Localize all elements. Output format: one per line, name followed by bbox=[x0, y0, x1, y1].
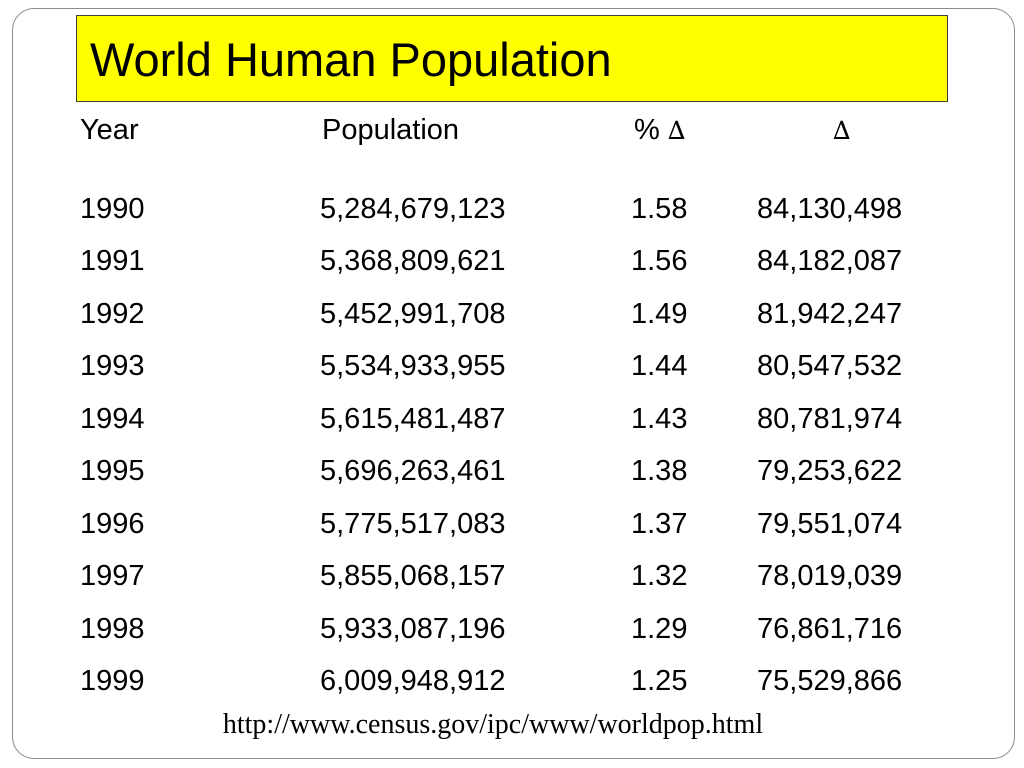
cell-population: 5,368,809,621 bbox=[320, 245, 506, 277]
cell-year: 1998 bbox=[80, 613, 145, 645]
cell-population: 5,933,087,196 bbox=[320, 613, 506, 645]
cell-population: 5,452,991,708 bbox=[320, 298, 506, 330]
cell-population: 5,696,263,461 bbox=[320, 455, 506, 487]
cell-year: 1995 bbox=[80, 455, 145, 487]
title-box: World Human Population bbox=[76, 15, 948, 102]
cell-change: 81,942,247 bbox=[757, 298, 903, 330]
source-link[interactable]: http://www.census.gov/ipc/www/worldpop.h… bbox=[222, 709, 764, 740]
cell-percent-change: 1.38 bbox=[631, 455, 688, 487]
cell-year: 1990 bbox=[80, 193, 145, 225]
cell-percent-change: 1.58 bbox=[631, 193, 688, 225]
cell-year: 1997 bbox=[80, 560, 145, 592]
cell-population: 5,615,481,487 bbox=[320, 403, 506, 435]
cell-percent-change: 1.37 bbox=[631, 508, 688, 540]
header-year: Year bbox=[80, 114, 139, 146]
cell-percent-change: 1.44 bbox=[631, 350, 688, 382]
header-percent-label: % bbox=[634, 114, 660, 146]
cell-change: 79,551,074 bbox=[757, 508, 903, 540]
cell-year: 1992 bbox=[80, 298, 145, 330]
cell-change: 84,130,498 bbox=[757, 193, 903, 225]
cell-year: 1991 bbox=[80, 245, 145, 277]
cell-change: 76,861,716 bbox=[757, 613, 903, 645]
cell-change: 79,253,622 bbox=[757, 455, 903, 487]
cell-change: 78,019,039 bbox=[757, 560, 903, 592]
header-percent-change: % ∆ bbox=[634, 113, 685, 148]
cell-year: 1996 bbox=[80, 508, 145, 540]
cell-change: 80,781,974 bbox=[757, 403, 903, 435]
cell-percent-change: 1.43 bbox=[631, 403, 688, 435]
cell-year: 1993 bbox=[80, 350, 145, 382]
delta-symbol: ∆ bbox=[833, 116, 851, 145]
cell-percent-change: 1.25 bbox=[631, 665, 688, 697]
delta-symbol: ∆ bbox=[667, 116, 686, 145]
cell-population: 5,855,068,157 bbox=[320, 560, 506, 592]
cell-year: 1999 bbox=[80, 665, 145, 697]
cell-change: 75,529,866 bbox=[757, 665, 903, 697]
cell-percent-change: 1.29 bbox=[631, 613, 688, 645]
cell-change: 80,547,532 bbox=[757, 350, 903, 382]
cell-population: 5,775,517,083 bbox=[320, 508, 506, 540]
cell-year: 1994 bbox=[80, 403, 145, 435]
cell-population: 5,534,933,955 bbox=[320, 350, 506, 382]
slide-title: World Human Population bbox=[90, 33, 612, 86]
cell-change: 84,182,087 bbox=[757, 245, 903, 277]
cell-population: 5,284,679,123 bbox=[320, 193, 506, 225]
cell-population: 6,009,948,912 bbox=[320, 665, 506, 697]
header-population: Population bbox=[322, 114, 460, 146]
header-change: ∆ bbox=[833, 113, 850, 148]
cell-percent-change: 1.56 bbox=[631, 245, 688, 277]
cell-percent-change: 1.49 bbox=[631, 298, 688, 330]
slide-frame bbox=[12, 8, 1015, 759]
cell-percent-change: 1.32 bbox=[631, 560, 688, 592]
